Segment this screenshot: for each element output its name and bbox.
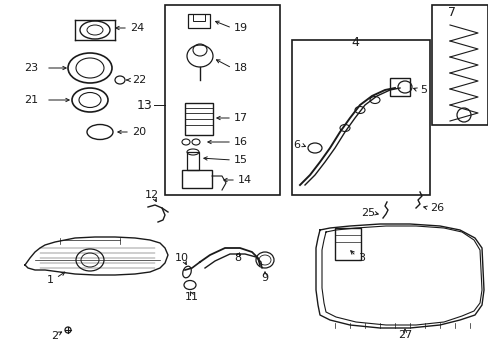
Text: 4: 4 — [350, 36, 358, 49]
Text: 17: 17 — [234, 113, 247, 123]
Text: 2: 2 — [51, 331, 59, 341]
Bar — [186, 152, 199, 170]
Bar — [193, 14, 204, 21]
Text: 21: 21 — [24, 95, 38, 105]
Text: 14: 14 — [238, 175, 252, 185]
Text: 16: 16 — [234, 137, 247, 147]
Text: 9: 9 — [261, 273, 268, 283]
Text: 1: 1 — [46, 275, 53, 285]
Bar — [334, 228, 360, 260]
Text: 26: 26 — [429, 203, 443, 213]
Bar — [291, 40, 429, 195]
Bar — [389, 78, 409, 96]
Bar — [187, 14, 209, 28]
Text: 6: 6 — [292, 140, 299, 150]
Bar — [182, 170, 212, 188]
Text: 13: 13 — [136, 99, 152, 112]
Bar — [184, 103, 213, 135]
Text: 19: 19 — [234, 23, 247, 33]
Text: 22: 22 — [132, 75, 146, 85]
Text: 18: 18 — [234, 63, 247, 73]
Text: 27: 27 — [397, 330, 411, 340]
Text: 23: 23 — [24, 63, 38, 73]
Text: 8: 8 — [234, 253, 241, 263]
Text: 7: 7 — [447, 5, 455, 18]
Text: 5: 5 — [419, 85, 426, 95]
Text: 20: 20 — [132, 127, 146, 137]
Text: 15: 15 — [234, 155, 247, 165]
Text: 3: 3 — [357, 253, 364, 263]
Text: 10: 10 — [175, 253, 189, 263]
Text: 11: 11 — [184, 292, 199, 302]
Text: 25: 25 — [360, 208, 374, 218]
Bar — [164, 5, 280, 195]
Text: 24: 24 — [130, 23, 144, 33]
Text: 12: 12 — [144, 190, 159, 200]
Bar — [431, 5, 487, 125]
